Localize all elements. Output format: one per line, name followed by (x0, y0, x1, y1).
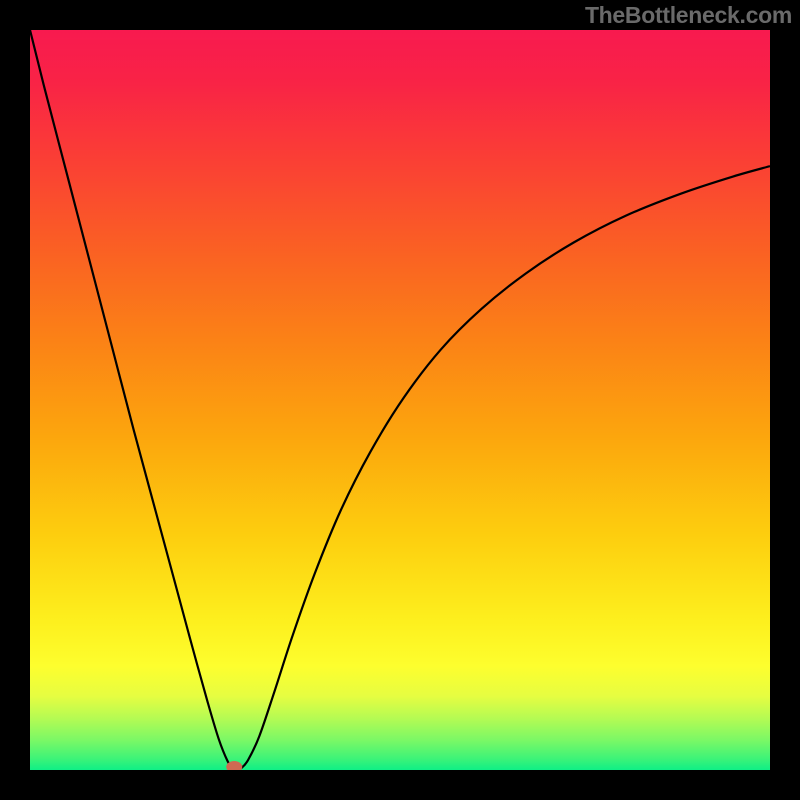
bottleneck-chart (0, 0, 800, 800)
chart-container: TheBottleneck.com (0, 0, 800, 800)
gradient-background (30, 30, 770, 770)
watermark-text: TheBottleneck.com (585, 2, 792, 29)
